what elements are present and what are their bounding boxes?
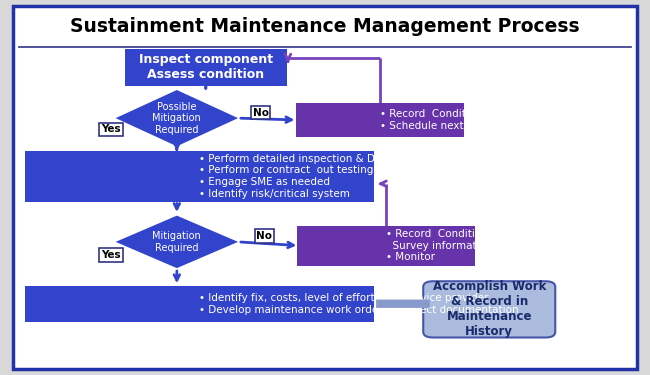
Text: • Record  Condition Index
• Schedule next Inspection: • Record Condition Index • Schedule next…: [380, 109, 521, 131]
FancyBboxPatch shape: [125, 49, 287, 87]
Polygon shape: [116, 216, 238, 268]
Text: Yes: Yes: [101, 124, 121, 134]
FancyBboxPatch shape: [423, 281, 555, 338]
Text: Accomplish Work
& Record in
Maintenance
History: Accomplish Work & Record in Maintenance …: [432, 280, 546, 338]
Text: No: No: [253, 108, 268, 117]
Polygon shape: [116, 90, 238, 146]
Text: Inspect component
Assess condition: Inspect component Assess condition: [138, 54, 273, 81]
Text: • Perform detailed inspection & Distress Survey
• Perform or contract  out testi: • Perform detailed inspection & Distress…: [200, 154, 449, 199]
Text: • Identify fix, costs, level of effort, and service provider
• Develop maintenan: • Identify fix, costs, level of effort, …: [200, 293, 519, 315]
FancyBboxPatch shape: [296, 103, 464, 137]
Text: Sustainment Maintenance Management Process: Sustainment Maintenance Management Proce…: [70, 17, 580, 36]
Text: Possible
Mitigation
Required: Possible Mitigation Required: [153, 102, 202, 135]
FancyBboxPatch shape: [297, 226, 475, 266]
FancyBboxPatch shape: [25, 286, 374, 322]
Text: No: No: [257, 231, 272, 241]
FancyBboxPatch shape: [12, 6, 638, 369]
Text: Mitigation
Required: Mitigation Required: [153, 231, 202, 253]
Text: • Record  Condition Index and Distress
  Survey information
• Monitor: • Record Condition Index and Distress Su…: [386, 229, 588, 262]
Text: Yes: Yes: [101, 250, 121, 260]
FancyBboxPatch shape: [25, 151, 374, 202]
